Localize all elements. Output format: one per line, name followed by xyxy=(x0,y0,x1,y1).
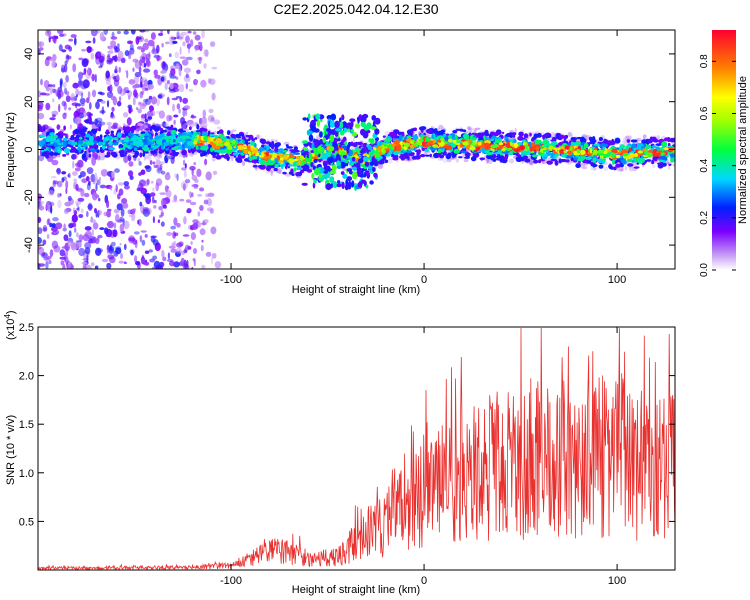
colorbar-label: Normalized spectral amplitude xyxy=(737,76,749,224)
snr-y-tick-label: 1.5 xyxy=(19,419,34,431)
colorbar: 0.0 0.2 0.4 0.6 0.8 Normalized spectral ampl… xyxy=(699,30,749,277)
snr-y-axis: 0.5 1.0 1.5 2.0 2.5 xyxy=(19,322,675,528)
spectrogram-y-label: Frequency (Hz) xyxy=(5,112,17,188)
colorbar-tick-label: 0.4 xyxy=(699,158,710,172)
spectrogram-x-axis: -100 0 100 xyxy=(220,30,626,286)
snr-panel: -100 0 100 0.5 1.0 1.5 2.0 2.5 Height of strai… xyxy=(3,310,676,596)
spectrogram-y-tick-label: 0 xyxy=(23,146,35,152)
spectrogram-heatmap xyxy=(38,30,675,269)
colorbar-gradient xyxy=(712,30,736,270)
colorbar-tick-label: 0.2 xyxy=(699,210,710,224)
spectrogram-x-label: Height of straight line (km) xyxy=(292,284,420,296)
snr-x-tick-label: 0 xyxy=(421,575,427,587)
spectrogram-x-tick-label: 100 xyxy=(608,274,626,286)
snr-scale-exponent: 4 xyxy=(3,314,12,319)
snr-y-tick-label: 2.0 xyxy=(19,371,34,383)
colorbar-tick-label: 0.8 xyxy=(699,54,710,68)
snr-x-label: Height of straight line (km) xyxy=(292,584,420,596)
spectrogram-y-tick-label: 40 xyxy=(23,48,35,60)
snr-y-tick-label: 2.5 xyxy=(19,322,34,334)
snr-scale-prefix: (x10 xyxy=(5,319,17,340)
colorbar-ticks: 0.0 0.2 0.4 0.6 0.8 xyxy=(699,54,736,277)
snr-series-line xyxy=(38,327,675,570)
figure-title: C2E2.2025.042.04.12.E30 xyxy=(273,1,438,17)
spectrogram-x-tick-label: -100 xyxy=(220,274,242,286)
spectrogram-y-tick-label: -40 xyxy=(23,237,35,253)
spectrogram-y-tick-label: 20 xyxy=(23,96,35,108)
snr-y-tick-label: 1.0 xyxy=(19,468,34,480)
spectrogram-panel: -100 0 100 -40 -20 0 20 40 Height of straight … xyxy=(5,29,676,296)
spectrogram-y-tick-label: -20 xyxy=(23,189,35,205)
snr-y-label: SNR (10 * v/v) xyxy=(5,415,17,485)
snr-frame xyxy=(37,326,676,571)
snr-x-tick-label: 100 xyxy=(608,575,626,587)
snr-y-tick-label: 0.5 xyxy=(19,516,34,528)
colorbar-tick-label: 0.6 xyxy=(699,106,710,120)
snr-x-tick-label: -100 xyxy=(220,575,242,587)
snr-scale-note: (x104) xyxy=(3,310,17,340)
spectrogram-x-tick-label: 0 xyxy=(421,274,427,286)
colorbar-tick-label: 0.0 xyxy=(699,263,710,277)
spectrogram-y-axis: -40 -20 0 20 40 xyxy=(23,48,675,253)
snr-x-axis: -100 0 100 xyxy=(220,327,626,587)
